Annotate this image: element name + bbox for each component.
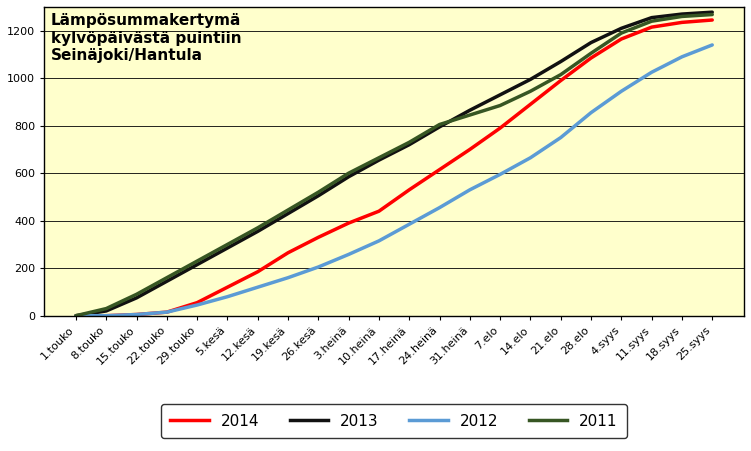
2011 (466, 112, 475, 118)
2013 (647, 15, 656, 20)
2013 (587, 40, 596, 45)
2014 (375, 208, 384, 214)
2011 (284, 207, 293, 213)
2013 (677, 11, 686, 17)
2012 (647, 69, 656, 75)
2013 (253, 229, 262, 234)
2011 (223, 242, 232, 247)
2014 (617, 36, 626, 41)
2014 (192, 300, 201, 305)
2014 (223, 285, 232, 290)
2011 (587, 51, 596, 56)
2012 (284, 275, 293, 281)
2011 (375, 155, 384, 161)
Legend: 2014, 2013, 2012, 2011: 2014, 2013, 2012, 2011 (161, 405, 627, 438)
2012 (707, 42, 716, 48)
2011 (405, 140, 414, 145)
2012 (617, 88, 626, 94)
2013 (466, 107, 475, 113)
2013 (526, 77, 535, 82)
2014 (466, 147, 475, 152)
2011 (435, 122, 444, 127)
2012 (223, 294, 232, 299)
2012 (71, 313, 80, 318)
2011 (101, 306, 110, 311)
2012 (132, 312, 141, 317)
Text: Lämpösummakertymä
kylvöpäivästä puintiin
Seinäjoki/Hantula: Lämpösummakertymä kylvöpäivästä puintiin… (51, 13, 242, 63)
2013 (192, 262, 201, 267)
2013 (707, 9, 716, 15)
2013 (435, 124, 444, 129)
2013 (405, 142, 414, 147)
2014 (677, 20, 686, 25)
2011 (71, 313, 80, 318)
2014 (344, 221, 353, 226)
2011 (617, 30, 626, 36)
2012 (162, 309, 171, 315)
2014 (162, 309, 171, 315)
2011 (132, 292, 141, 297)
2012 (344, 252, 353, 257)
2013 (71, 313, 80, 318)
2014 (435, 167, 444, 172)
2014 (556, 78, 566, 83)
2012 (405, 221, 414, 227)
2013 (496, 92, 505, 97)
2012 (192, 302, 201, 308)
2013 (132, 295, 141, 301)
2011 (526, 88, 535, 94)
2012 (556, 135, 566, 140)
2012 (587, 110, 596, 115)
2012 (496, 172, 505, 177)
2014 (496, 125, 505, 131)
2012 (101, 313, 110, 318)
2011 (192, 258, 201, 264)
2013 (556, 59, 566, 64)
2012 (526, 155, 535, 161)
2014 (647, 24, 656, 30)
2012 (314, 264, 323, 270)
2011 (253, 225, 262, 230)
2011 (707, 12, 716, 17)
2014 (405, 187, 414, 193)
2011 (162, 275, 171, 281)
2013 (223, 245, 232, 251)
Line: 2011: 2011 (76, 14, 712, 316)
2013 (162, 279, 171, 284)
2012 (466, 187, 475, 193)
2011 (647, 18, 656, 24)
2014 (101, 313, 110, 318)
Line: 2012: 2012 (76, 45, 712, 316)
2012 (435, 205, 444, 210)
2012 (677, 54, 686, 60)
2013 (375, 157, 384, 163)
2013 (101, 308, 110, 313)
2013 (284, 211, 293, 216)
2014 (314, 235, 323, 240)
2014 (253, 269, 262, 275)
2011 (677, 14, 686, 19)
2014 (526, 101, 535, 107)
2012 (253, 285, 262, 290)
Line: 2013: 2013 (76, 12, 712, 316)
2013 (617, 26, 626, 31)
2014 (707, 17, 716, 23)
2014 (71, 313, 80, 318)
2011 (496, 103, 505, 108)
2013 (314, 193, 323, 198)
2011 (556, 72, 566, 77)
2011 (314, 189, 323, 195)
2013 (344, 174, 353, 179)
2014 (132, 312, 141, 317)
2014 (284, 250, 293, 255)
2012 (375, 238, 384, 244)
2014 (587, 55, 596, 61)
2011 (344, 170, 353, 176)
Line: 2014: 2014 (76, 20, 712, 316)
